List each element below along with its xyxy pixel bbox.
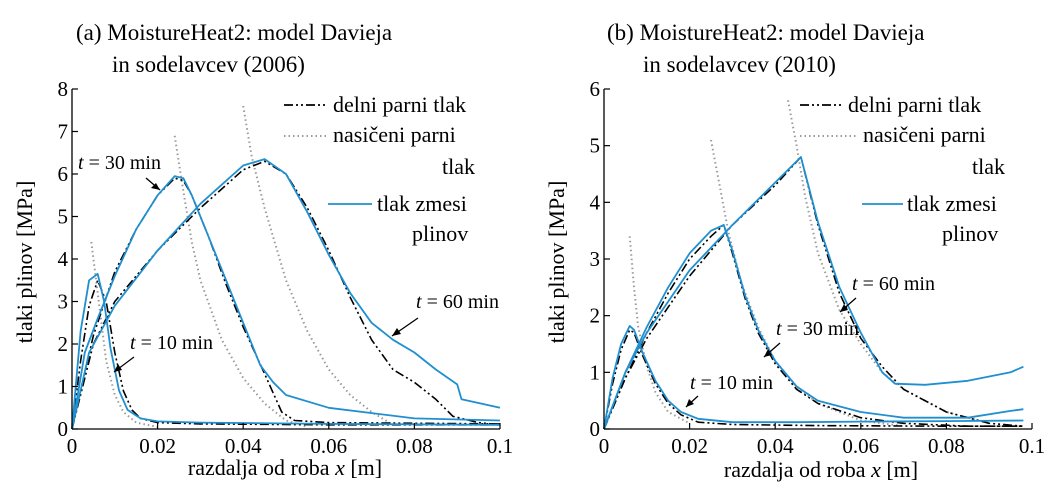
chart-b-series-tlak-zmesi-plinov-t-10-min xyxy=(603,324,1024,430)
annotation-arrowhead-t30 xyxy=(764,349,772,357)
chart-a-series-nasi-eni-parni-tlak-t-60-min xyxy=(242,105,394,426)
chart-a: (a) MoistureHeat2: model Davieja in sode… xyxy=(12,20,513,480)
y-tick-label: 6 xyxy=(590,77,601,101)
chart-a-series-tlak-zmesi-plinov-t-30-min xyxy=(71,175,501,430)
chart-b-series-tlak-zmesi-plinov-t-60-min xyxy=(603,156,1024,430)
annotation-t10: t = 10 min xyxy=(130,332,213,354)
y-tick-label: 0 xyxy=(590,417,601,441)
legend-label-saturated: nasičeni parni xyxy=(863,122,986,147)
legend-label-saturated: nasičeni parni xyxy=(333,122,456,147)
x-tick-label: 0.06 xyxy=(842,434,879,458)
y-tick-label: 7 xyxy=(58,120,69,144)
chart-a-series-delni-parni-tlak-t-60-min xyxy=(71,160,501,430)
annotation-arrowhead-t10 xyxy=(114,364,122,372)
chart-a-x-ticks: 0 0.02 0.04 0.06 0.08 0.1 xyxy=(67,423,513,458)
chart-a-series-tlak-zmesi-plinov-t-60-min xyxy=(71,158,501,430)
y-tick-label: 5 xyxy=(590,134,601,158)
chart-b-annotations: t = 60 min t = 30 min t = 10 min xyxy=(685,273,935,408)
chart-b-title-line-2: in sodelavcev (2010) xyxy=(643,52,836,77)
chart-b: (b) MoistureHeat2: model Davieja in sode… xyxy=(544,20,1045,482)
chart-b-title-line-1: (b) MoistureHeat2: model Davieja xyxy=(607,20,924,45)
x-tick-label: 0.04 xyxy=(757,434,794,458)
x-tick-label: 0.02 xyxy=(671,434,708,458)
chart-a-annotations: t = 30 min t = 10 min t = 60 min xyxy=(78,152,499,373)
x-tick-label: 0.08 xyxy=(928,434,965,458)
legend-label-mixture: tlak zmesi xyxy=(377,191,467,216)
chart-b-y-ticks: 0 1 2 3 4 5 6 xyxy=(590,77,610,441)
chart-a-y-axis-label: tlaki plinov [MPa] xyxy=(12,181,37,344)
chart-b-y-axis-label: tlaki plinov [MPa] xyxy=(544,181,569,344)
annotation-t10: t = 10 min xyxy=(690,372,773,394)
annotation-t30: t = 30 min xyxy=(776,318,859,340)
chart-b-x-ticks: 0 0.02 0.04 0.06 0.08 0.1 xyxy=(599,423,1045,458)
x-tick-label: 0 xyxy=(599,434,610,458)
annotation-arrowhead-t30 xyxy=(151,183,160,190)
legend-label-saturated-cont: tlak xyxy=(972,154,1005,179)
y-tick-label: 0 xyxy=(58,417,69,441)
x-tick-label: 0.06 xyxy=(310,434,347,458)
chart-a-plot-area xyxy=(71,105,501,430)
y-tick-label: 3 xyxy=(58,290,69,314)
x-tick-label: 0.1 xyxy=(487,434,513,458)
legend-label-mixture-cont: plinov xyxy=(942,221,998,246)
x-tick-label: 0.08 xyxy=(396,434,433,458)
y-tick-label: 1 xyxy=(590,360,601,384)
legend-label-partial: delni parni tlak xyxy=(333,92,466,117)
chart-b-series-delni-parni-tlak-t-10-min xyxy=(603,328,1024,430)
chart-a-title-line-1: (a) MoistureHeat2: model Davieja xyxy=(76,20,392,45)
y-tick-label: 4 xyxy=(590,190,601,214)
x-tick-label: 0.1 xyxy=(1019,434,1045,458)
legend-label-mixture: tlak zmesi xyxy=(907,191,997,216)
legend-label-saturated-cont: tlak xyxy=(442,154,475,179)
y-tick-label: 2 xyxy=(58,332,69,356)
chart-a-series-delni-parni-tlak-t-10-min xyxy=(71,279,500,430)
chart-a-x-axis-label: razdalja od roba x [m] xyxy=(188,455,382,480)
annotation-arrowhead-t10 xyxy=(686,399,694,407)
x-tick-label: 0.04 xyxy=(225,434,262,458)
annotation-t60: t = 60 min xyxy=(416,291,499,313)
chart-b-series-delni-parni-tlak-t-30-min xyxy=(603,224,1024,430)
y-tick-label: 5 xyxy=(58,205,69,229)
x-tick-label: 0 xyxy=(67,434,78,458)
chart-a-y-ticks: 0 1 2 3 4 5 6 7 8 xyxy=(58,77,78,441)
y-tick-label: 6 xyxy=(58,162,69,186)
chart-b-legend: delni parni tlak nasičeni parni tlak tla… xyxy=(800,92,1005,246)
chart-a-series-tlak-zmesi-plinov-t-10-min xyxy=(71,272,501,430)
chart-b-plot-area xyxy=(603,100,1024,430)
chart-b-series-tlak-zmesi-plinov-t-30-min xyxy=(603,224,1024,430)
annotation-arrowhead-t60 xyxy=(392,328,401,336)
y-tick-label: 1 xyxy=(58,375,69,399)
legend-label-mixture-cont: plinov xyxy=(412,221,468,246)
x-tick-label: 0.02 xyxy=(139,434,176,458)
chart-a-series-nasi-eni-parni-tlak-t-30-min xyxy=(173,135,308,428)
annotation-t30: t = 30 min xyxy=(78,152,161,174)
y-tick-label: 8 xyxy=(58,77,69,101)
chart-a-title-line-2: in sodelavcev (2006) xyxy=(112,52,305,77)
chart-b-x-axis-label: razdalja od roba x [m] xyxy=(724,457,918,482)
legend-label-partial: delni parni tlak xyxy=(848,92,981,117)
chart-b-series-nasi-eni-parni-tlak-t-60-min xyxy=(787,100,990,425)
y-tick-label: 3 xyxy=(590,247,601,271)
annotation-t60: t = 60 min xyxy=(852,273,935,295)
y-tick-label: 4 xyxy=(58,247,69,271)
chart-b-series-nasi-eni-parni-tlak-t-10-min xyxy=(628,236,691,425)
chart-a-legend: delni parni tlak nasičeni parni tlak tla… xyxy=(284,92,475,246)
annotation-arrowhead-t60 xyxy=(840,304,848,312)
y-tick-label: 2 xyxy=(590,304,601,328)
